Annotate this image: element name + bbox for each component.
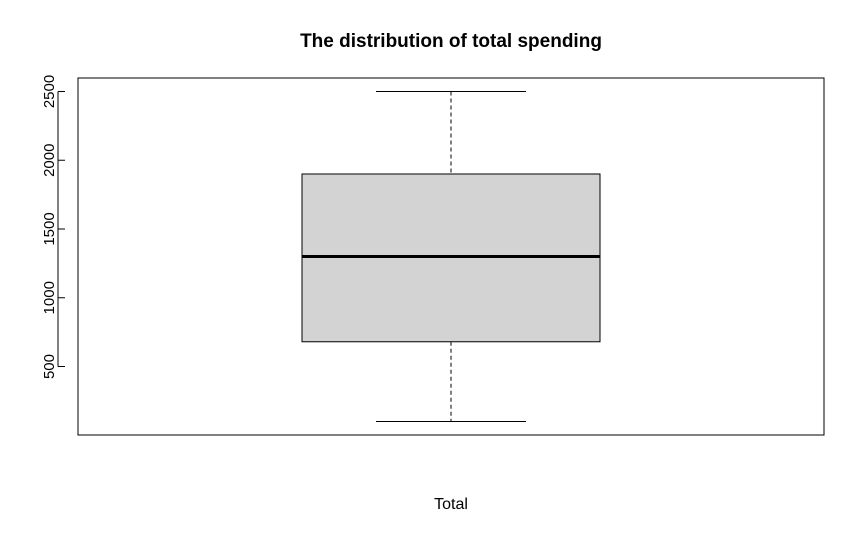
y-tick-label: 1000	[41, 281, 58, 314]
plot-frame	[77, 77, 825, 436]
y-tick-label: 2000	[41, 144, 58, 177]
y-tick-label: 2500	[41, 75, 58, 108]
box-group	[301, 90, 601, 423]
y-tick-label: 1500	[41, 212, 58, 245]
chart-title: The distribution of total spending	[300, 31, 602, 52]
y-axis: 500 1000 1500 2000 2500	[41, 75, 65, 379]
x-axis-label: Total	[434, 496, 468, 513]
y-tick-label: 500	[41, 354, 58, 379]
